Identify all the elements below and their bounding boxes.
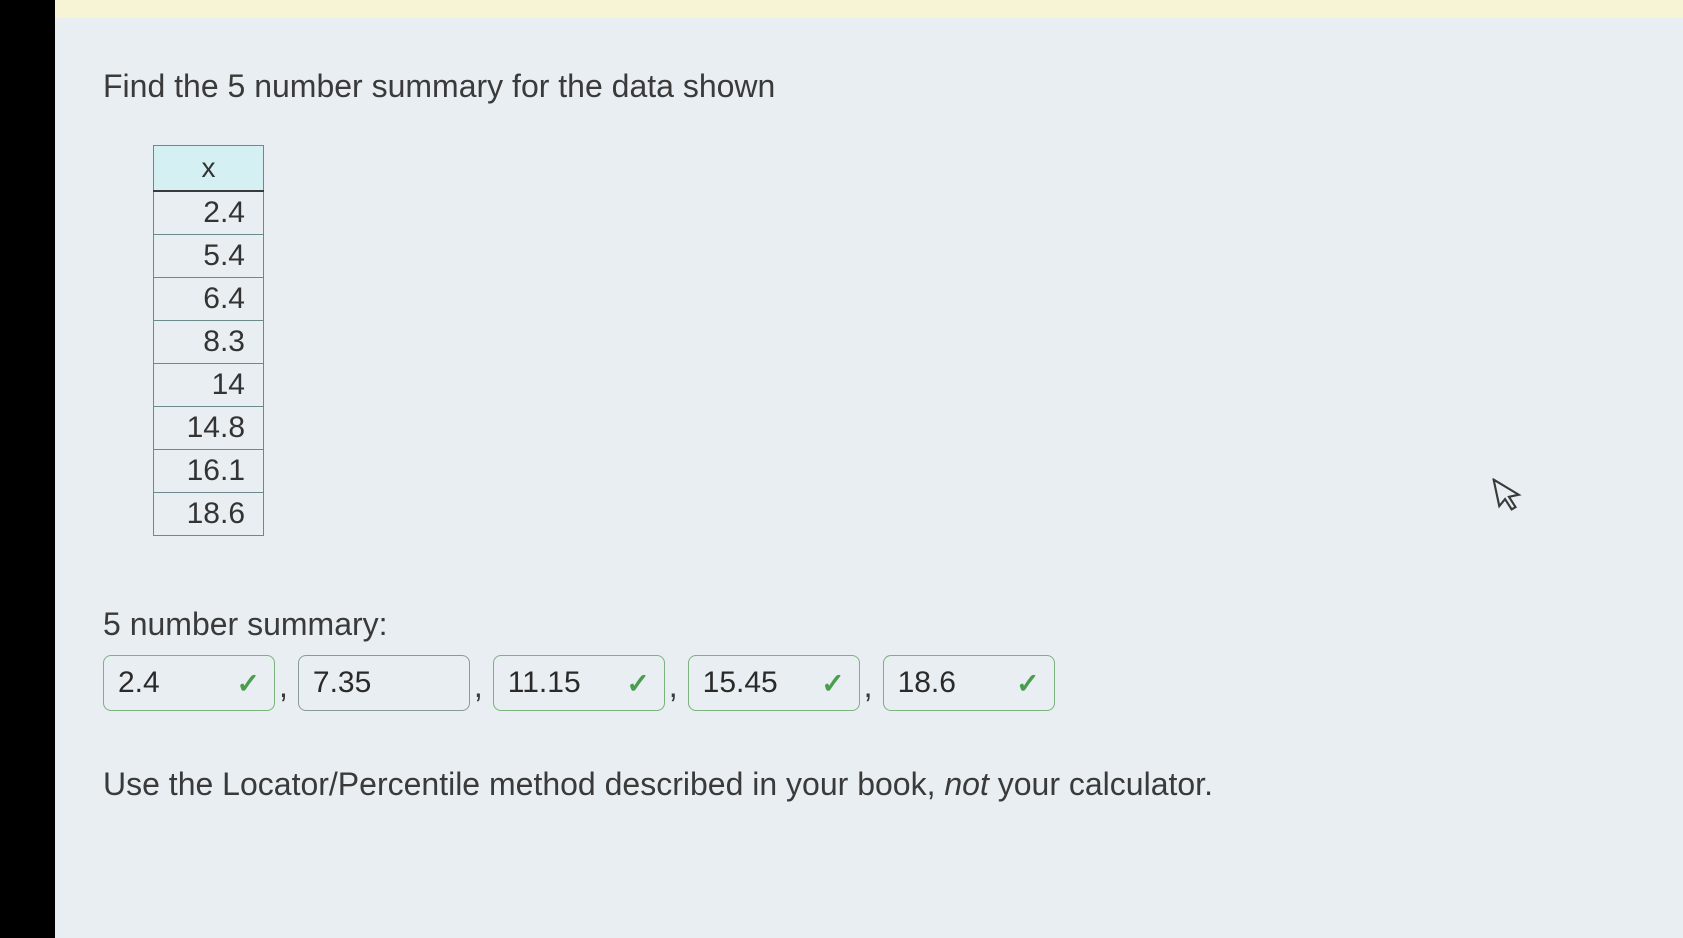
data-table: x 2.4 5.4 6.4 8.3 14 14.8 16.1 18.6 (153, 145, 264, 536)
checkmark-icon: ✓ (1016, 667, 1039, 700)
question-prompt: Find the 5 number summary for the data s… (103, 68, 1635, 105)
table-header: x (154, 146, 264, 192)
answer-input-max[interactable]: 18.6 ✓ (883, 655, 1055, 711)
checkmark-icon: ✓ (821, 667, 844, 700)
separator: , (669, 668, 678, 711)
answer-row: 2.4 ✓ , 7.35 , 11.15 ✓ , 15.45 ✓ , 18.6 … (103, 655, 1635, 711)
top-accent-bar (55, 0, 1683, 18)
table-cell: 5.4 (154, 235, 264, 278)
instruction-before: Use the Locator/Percentile method descri… (103, 766, 944, 802)
table-cell: 6.4 (154, 278, 264, 321)
table-cell: 8.3 (154, 321, 264, 364)
answer-value: 18.6 (898, 666, 1007, 700)
summary-label: 5 number summary: (103, 606, 1635, 643)
cursor-icon (1490, 472, 1531, 527)
answer-value: 2.4 (118, 666, 227, 700)
table-body: 2.4 5.4 6.4 8.3 14 14.8 16.1 18.6 (154, 191, 264, 536)
instruction-after: your calculator. (989, 766, 1213, 802)
question-page: Find the 5 number summary for the data s… (55, 0, 1683, 938)
table-cell: 18.6 (154, 493, 264, 536)
table-cell: 14.8 (154, 407, 264, 450)
separator: , (279, 668, 288, 711)
answer-value: 11.15 (508, 666, 617, 700)
separator: , (474, 668, 483, 711)
separator: , (864, 668, 873, 711)
table-cell: 14 (154, 364, 264, 407)
instruction-text: Use the Locator/Percentile method descri… (103, 766, 1635, 803)
instruction-italic: not (944, 766, 988, 802)
answer-input-q3[interactable]: 15.45 ✓ (688, 655, 860, 711)
answer-input-median[interactable]: 11.15 ✓ (493, 655, 665, 711)
table-cell: 2.4 (154, 191, 264, 235)
answer-input-min[interactable]: 2.4 ✓ (103, 655, 275, 711)
checkmark-icon: ✓ (237, 667, 260, 700)
answer-value: 7.35 (313, 666, 455, 700)
answer-value: 15.45 (703, 666, 812, 700)
answer-input-q1[interactable]: 7.35 (298, 655, 470, 711)
checkmark-icon: ✓ (626, 667, 649, 700)
table-cell: 16.1 (154, 450, 264, 493)
